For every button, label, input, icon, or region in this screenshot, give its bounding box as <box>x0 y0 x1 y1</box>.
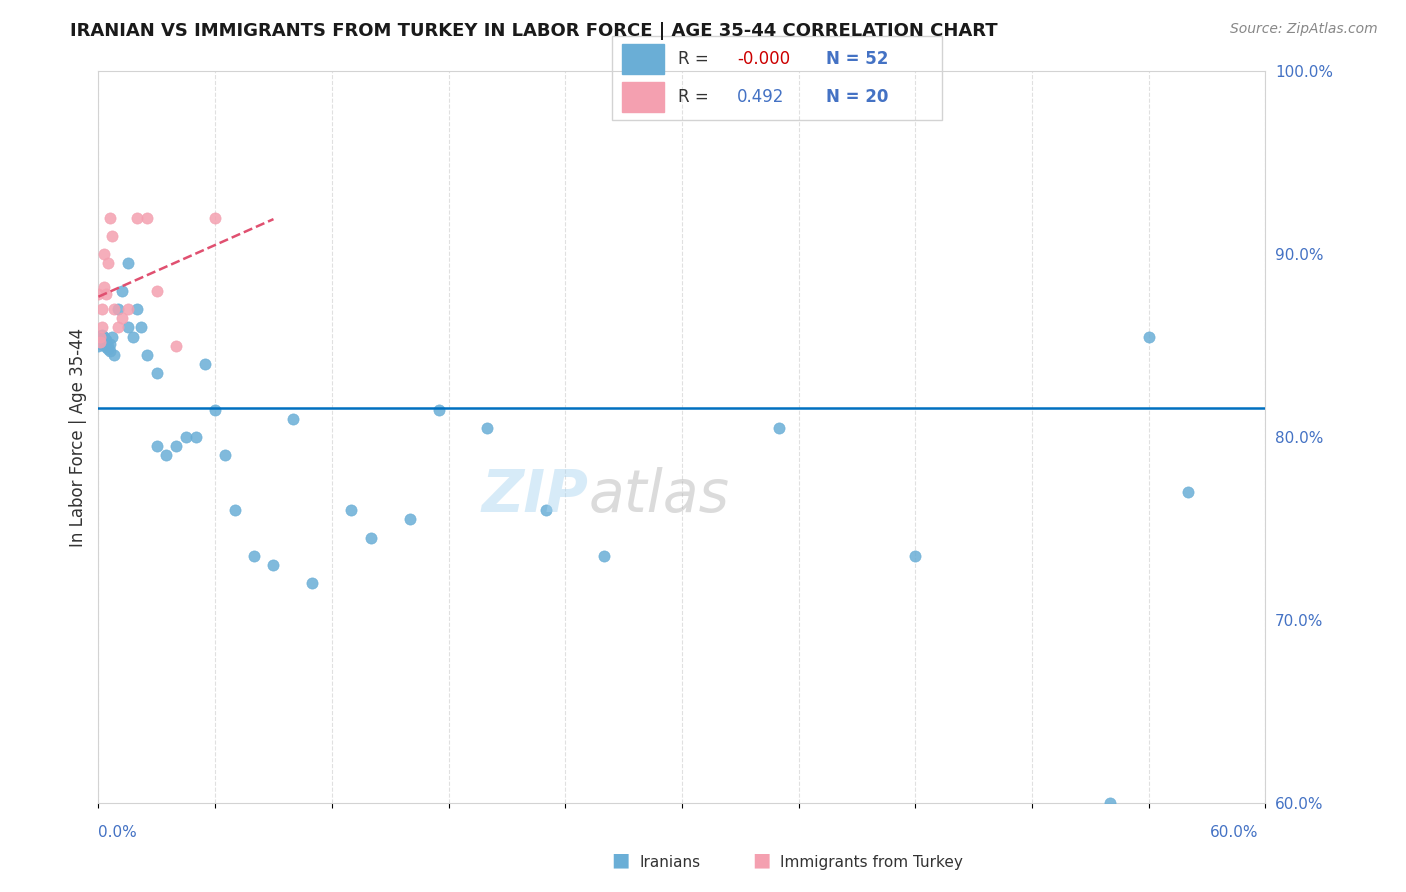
Text: Source: ZipAtlas.com: Source: ZipAtlas.com <box>1230 22 1378 37</box>
Point <box>243 549 266 563</box>
Point <box>96 341 118 355</box>
Point <box>93 329 115 343</box>
Point <box>184 430 207 444</box>
Text: 0.492: 0.492 <box>737 87 785 105</box>
Point <box>204 402 226 417</box>
Text: ■: ■ <box>752 851 770 870</box>
Point <box>427 402 450 417</box>
Point <box>93 247 115 261</box>
Point <box>93 336 115 351</box>
Point <box>214 448 236 462</box>
Point <box>165 439 187 453</box>
Text: ■: ■ <box>612 851 630 870</box>
Point <box>117 320 139 334</box>
Point <box>136 211 159 225</box>
Point <box>117 301 139 317</box>
Text: Iranians: Iranians <box>640 855 700 870</box>
Text: N = 52: N = 52 <box>827 50 889 68</box>
Point <box>281 411 304 425</box>
Point <box>97 343 120 357</box>
Text: 60.0%: 60.0% <box>1211 825 1258 840</box>
Point <box>117 256 139 270</box>
Text: IRANIAN VS IMMIGRANTS FROM TURKEY IN LABOR FORCE | AGE 35-44 CORRELATION CHART: IRANIAN VS IMMIGRANTS FROM TURKEY IN LAB… <box>70 22 998 40</box>
Bar <box>621 44 665 74</box>
Point <box>89 336 111 351</box>
Point <box>194 357 217 371</box>
Text: atlas: atlas <box>589 467 730 524</box>
Text: R =: R = <box>678 87 714 105</box>
Point <box>593 549 616 563</box>
Text: Immigrants from Turkey: Immigrants from Turkey <box>780 855 963 870</box>
Point <box>204 211 226 225</box>
Point <box>91 333 114 347</box>
Point <box>904 549 927 563</box>
Point <box>103 301 125 317</box>
Point <box>107 301 129 317</box>
Point <box>224 503 246 517</box>
Point <box>91 327 114 342</box>
Point <box>127 301 149 317</box>
Y-axis label: In Labor Force | Age 35-44: In Labor Force | Age 35-44 <box>69 327 87 547</box>
Point <box>534 503 557 517</box>
Point <box>165 338 187 352</box>
Point <box>155 448 177 462</box>
Point <box>89 329 111 343</box>
Point <box>93 334 115 349</box>
Point <box>146 366 169 380</box>
Text: N = 20: N = 20 <box>827 87 889 105</box>
Point <box>146 284 169 298</box>
Point <box>87 287 110 301</box>
Point <box>174 430 197 444</box>
Point <box>89 333 111 347</box>
Point <box>91 320 114 334</box>
Text: ZIP: ZIP <box>482 467 589 524</box>
Point <box>768 421 790 435</box>
Text: -0.000: -0.000 <box>737 50 790 68</box>
Point <box>360 531 382 545</box>
Point <box>1137 329 1160 343</box>
Text: 0.0%: 0.0% <box>98 825 138 840</box>
Point <box>1098 796 1121 810</box>
Point <box>301 576 323 591</box>
Point <box>111 311 134 326</box>
Point <box>101 228 124 243</box>
Text: R =: R = <box>678 50 714 68</box>
Point <box>398 512 420 526</box>
Point <box>262 558 284 573</box>
Point <box>87 338 110 352</box>
Point <box>477 421 499 435</box>
Point <box>89 334 111 349</box>
Point <box>111 284 134 298</box>
Point <box>129 320 152 334</box>
Point <box>91 331 114 345</box>
Point <box>136 348 159 362</box>
Point <box>146 439 169 453</box>
Point <box>1177 484 1199 499</box>
Point <box>98 344 121 359</box>
Point <box>96 287 118 301</box>
Point <box>122 329 145 343</box>
Bar <box>621 82 665 112</box>
Point <box>98 211 121 225</box>
Point <box>101 329 124 343</box>
Point <box>103 348 125 362</box>
Point <box>89 334 111 349</box>
Point <box>97 256 120 270</box>
Point <box>91 301 114 317</box>
Point <box>97 338 120 352</box>
Point <box>340 503 363 517</box>
Point <box>96 333 118 347</box>
Point <box>98 336 121 351</box>
Point <box>93 280 115 294</box>
Point <box>107 320 129 334</box>
Point <box>127 211 149 225</box>
